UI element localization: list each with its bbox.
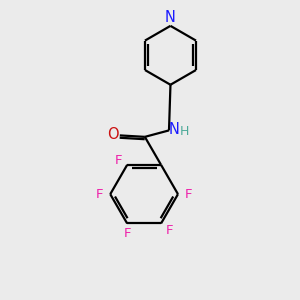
Text: F: F (115, 154, 123, 167)
Text: F: F (123, 227, 131, 240)
Text: N: N (169, 122, 180, 137)
Text: N: N (165, 10, 176, 25)
Text: H: H (180, 125, 189, 138)
Text: F: F (96, 188, 104, 201)
Text: O: O (107, 127, 119, 142)
Text: F: F (166, 224, 173, 237)
Text: F: F (184, 188, 192, 201)
